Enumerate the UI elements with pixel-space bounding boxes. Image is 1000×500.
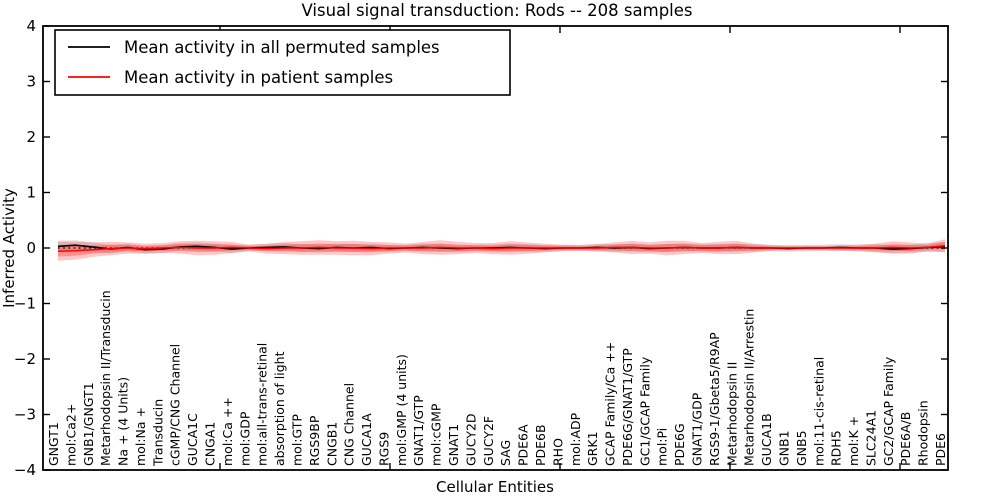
x-category-label: RGS9-1/Gbeta5/R9AP (707, 332, 722, 466)
x-category-label: mol:Na + (133, 407, 148, 466)
legend: Mean activity in all permuted samples Me… (54, 29, 511, 96)
x-category-label: GUCY2D (463, 413, 478, 466)
x-category-label: GCAP Family/Ca ++ (603, 342, 618, 466)
chart-title: Visual signal transduction: Rods -- 208 … (302, 1, 693, 20)
x-category-label: mol:Pi (655, 428, 670, 466)
legend-box (54, 29, 511, 96)
y-tick-label: −2 (14, 350, 36, 368)
y-tick-label: 1 (26, 184, 36, 202)
x-category-label: PDE6G/GNAT1/GTP (620, 348, 635, 466)
y-tick-label: 4 (26, 17, 36, 35)
x-category-label: GNAT1 (446, 424, 461, 466)
x-category-label: PDE6A (516, 424, 531, 466)
x-category-label: Metarhodopsin II/Arrestin (742, 309, 757, 466)
x-category-label: mol:all-trans-retinal (255, 343, 270, 466)
x-category-label: mol:cGMP (429, 403, 444, 466)
x-category-label: mol:GMP (4 units) (394, 354, 409, 466)
x-axis-label: Cellular Entities (436, 478, 554, 496)
x-category-label: PDE6G (672, 423, 687, 466)
x-category-label: mol:ADP (568, 412, 583, 466)
y-tick-label: −1 (14, 295, 36, 313)
x-category-label: GUCY2F (481, 416, 496, 466)
patient-band-outer (58, 239, 945, 261)
x-category-label: GUCA1C (185, 413, 200, 466)
y-tick-label: 3 (26, 73, 36, 91)
y-tick-label: 0 (26, 239, 36, 257)
x-category-label: Metarhodopsin II (724, 362, 739, 466)
x-category-label: SLC24A1 (863, 410, 878, 466)
x-category-label: GUCA1B (759, 413, 774, 466)
x-category-label: CNGB1 (324, 422, 339, 466)
legend-label-permuted: Mean activity in all permuted samples (124, 38, 440, 57)
x-category-label: PDE6B (533, 424, 548, 466)
x-category-label: GUCA1A (359, 413, 374, 466)
x-category-label: mol:GTP (290, 414, 305, 466)
x-category-label: GNB5 (794, 430, 809, 466)
x-category-label: GNGT1 (46, 422, 61, 466)
x-category-label: Rhodopsin (916, 400, 931, 466)
y-tick-label: −3 (14, 406, 36, 424)
y-axis-label: Inferred Activity (0, 188, 18, 308)
x-category-label: PDE6 (933, 433, 948, 466)
x-category-label: CNG Channel (342, 383, 357, 466)
y-tick-label: 2 (26, 128, 36, 146)
x-category-label: RDH5 (829, 430, 844, 466)
x-category-label: RHO (550, 438, 565, 466)
y-tick-label: −4 (14, 461, 36, 479)
patient-band-inner (58, 242, 945, 257)
legend-label-patient: Mean activity in patient samples (124, 68, 393, 87)
x-category-label: cGMP/CNG Channel (168, 344, 183, 466)
x-category-label: mol:11-cis-retinal (811, 357, 826, 466)
x-category-label: GNB1/GNGT1 (81, 382, 96, 466)
x-category-label: mol:Ca2+ (63, 404, 78, 466)
x-category-label: RGS9BP (307, 415, 322, 466)
x-category-label: PDE6A/B (898, 412, 913, 466)
x-category-label: GC1/GCAP Family (637, 356, 652, 466)
x-category-label: Transducin (150, 399, 165, 467)
x-category-label: GRK1 (585, 431, 600, 466)
x-category-label: GNAT1/GTP (411, 395, 426, 466)
x-category-label: RGS9 (377, 432, 392, 466)
x-category-label: GNB1 (777, 430, 792, 466)
x-category-label: CNGA1 (203, 422, 218, 466)
x-category-label: absorption of light (272, 351, 287, 466)
x-category-label: GC2/GCAP Family (881, 356, 896, 466)
x-category-label: mol:Ca ++ (220, 397, 235, 466)
patient-mean-line (57, 245, 946, 253)
x-category-label: Metarhodopsin II/Transducin (98, 290, 113, 466)
x-category-label: GNAT1/GDP (690, 392, 705, 466)
x-category-label: Na + (4 Units) (116, 377, 131, 466)
x-category-label: mol:GDP (237, 411, 252, 466)
x-category-label: mol:K + (846, 416, 861, 466)
x-category-label: SAG (498, 440, 513, 466)
